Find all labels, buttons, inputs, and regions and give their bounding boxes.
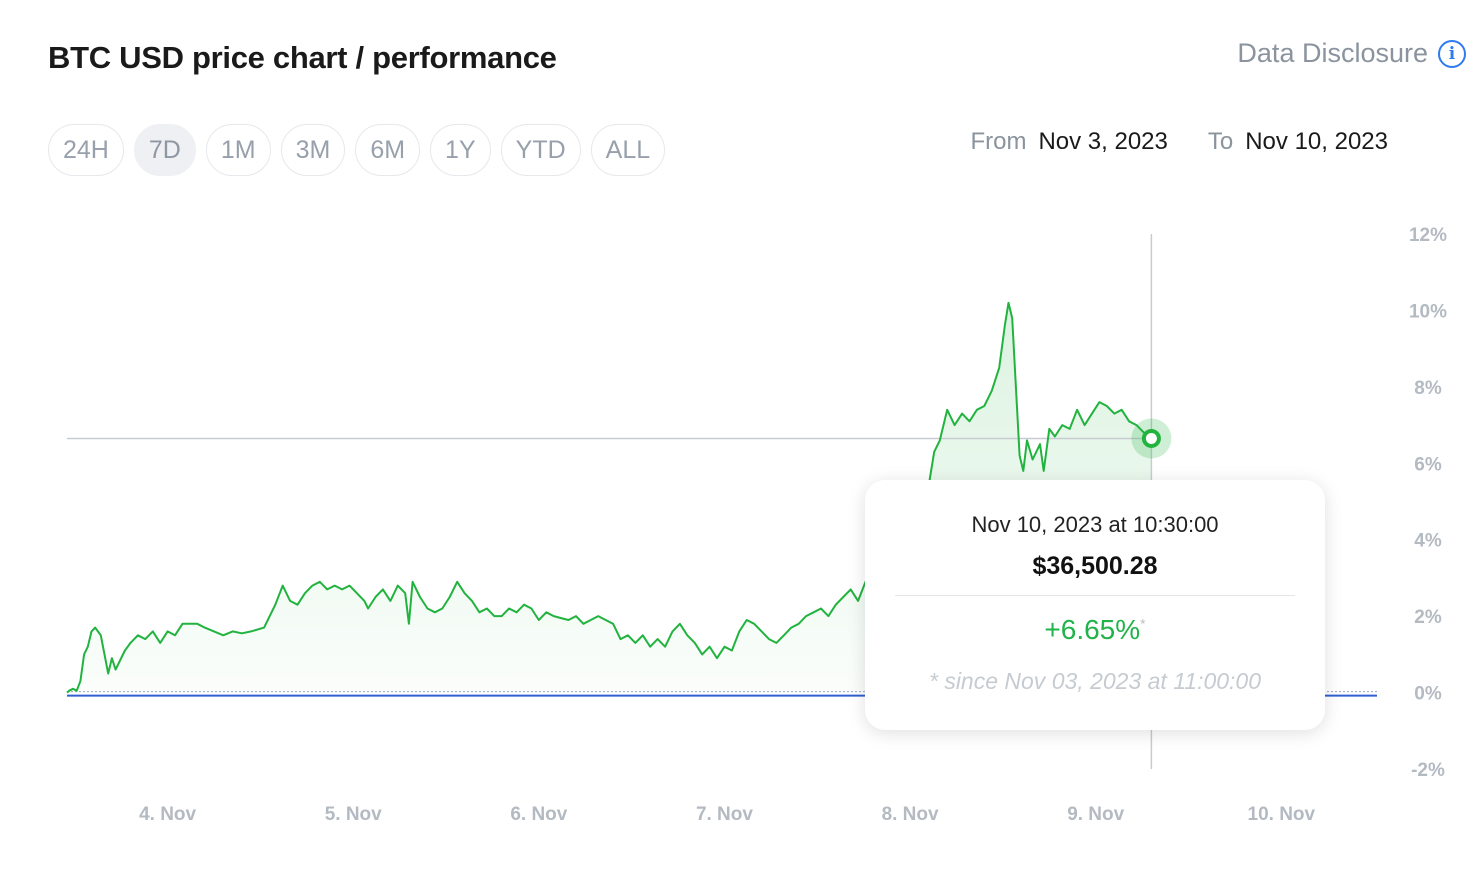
x-tick-label: 5. Nov [325,804,382,825]
x-tick-label: 8. Nov [882,804,939,825]
y-tick-label: 0% [1414,684,1442,705]
y-tick-label: 10% [1409,301,1447,322]
range-tab-1m[interactable]: 1M [205,124,271,176]
tooltip-price: $36,500.28 [1032,552,1158,580]
range-tab-1y[interactable]: 1Y [430,124,491,176]
x-tick-label: 7. Nov [696,804,753,825]
range-tab-6m[interactable]: 6M [355,124,421,176]
y-tick-label: -2% [1411,760,1445,781]
from-date-field[interactable]: Nov 3, 2023 [1038,128,1168,155]
from-label: From [970,128,1027,155]
range-tab-7d[interactable]: 7D [133,124,196,176]
range-tab-all[interactable]: ALL [590,124,666,176]
data-disclosure-label: Data Disclosure [1237,38,1428,68]
tooltip-date: Nov 10, 2023 at 10:30:00 [971,512,1219,537]
y-tick-label: 4% [1414,531,1442,552]
to-date-field[interactable]: Nov 10, 2023 [1245,128,1388,155]
x-tick-label: 10. Nov [1248,804,1316,825]
y-tick-label: 6% [1414,454,1442,475]
range-tab-3m[interactable]: 3M [280,124,346,176]
tooltip-change-value: +6.65% [1044,614,1141,645]
range-tab-24h[interactable]: 24H [48,124,124,176]
y-tick-label: 8% [1414,378,1442,399]
date-range: From Nov 3, 2023 To Nov 10, 2023 [970,128,1388,156]
tooltip-asterisk: * [1140,615,1146,632]
last-point-marker [1141,428,1161,448]
x-tick-label: 4. Nov [139,804,196,825]
data-disclosure-link[interactable]: Data Disclosure i [1237,38,1466,69]
y-tick-label: 2% [1414,607,1442,628]
price-tooltip: Nov 10, 2023 at 10:30:00 $36,500.28 +6.6… [865,480,1325,730]
y-tick-label: 12% [1409,225,1447,246]
x-tick-label: 9. Nov [1067,804,1124,825]
tooltip-since: * since Nov 03, 2023 at 11:00:00 [928,668,1262,694]
page-title: BTC USD price chart / performance [48,40,557,75]
range-tab-ytd[interactable]: YTD [500,124,581,176]
x-tick-label: 6. Nov [510,804,567,825]
to-label: To [1207,128,1234,155]
tooltip-divider [895,595,1295,596]
tooltip-change: +6.65%* [865,614,1325,646]
time-range-tabs: 24H 7D 1M 3M 6M 1Y YTD ALL [48,124,666,176]
info-icon[interactable]: i [1438,39,1466,68]
series-line [66,301,1153,694]
